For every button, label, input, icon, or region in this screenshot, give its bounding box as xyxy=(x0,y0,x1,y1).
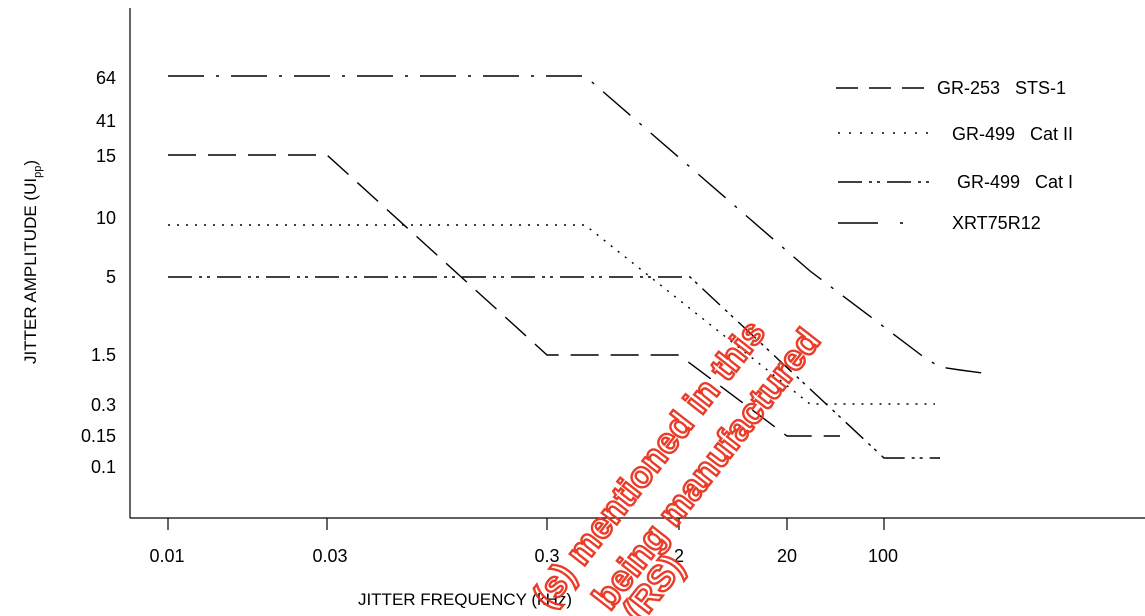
x-tick-label: 0.03 xyxy=(312,546,347,566)
y-axis-title-subscript: pp xyxy=(32,166,44,178)
watermark: (s) mentioned in this being manufactured… xyxy=(523,311,830,616)
x-tick-label: 0.3 xyxy=(534,546,559,566)
chart-legend: GR-253 STS-1 GR-499 Cat II GR-499 Cat I … xyxy=(836,78,1073,233)
y-tick-group: 64 41 15 10 5 1.5 0.3 0.15 0.1 xyxy=(81,68,116,477)
y-tick-label: 5 xyxy=(106,267,116,287)
chart-axes xyxy=(129,8,1145,519)
legend-label: GR-253 STS-1 xyxy=(937,78,1066,98)
series-line-gr499-cat2 xyxy=(168,224,935,405)
y-tick-label: 1.5 xyxy=(91,345,116,365)
legend-label: GR-499 Cat I xyxy=(957,172,1073,192)
legend-entry: GR-499 Cat II xyxy=(838,124,1073,144)
data-lines xyxy=(168,75,991,459)
y-tick-label: 64 xyxy=(96,68,116,88)
x-tick-group: 0.01 0.03 0.3 2 20 100 xyxy=(149,518,898,566)
y-axis-title-main: JITTER AMPLITUDE (UI xyxy=(21,178,40,364)
x-tick-label: 100 xyxy=(868,546,898,566)
y-tick-label: 10 xyxy=(96,208,116,228)
x-tick-label: 0.01 xyxy=(149,546,184,566)
legend-label: XRT75R12 xyxy=(952,213,1041,233)
legend-entry: GR-499 Cat I xyxy=(838,172,1073,192)
y-tick-label: 0.3 xyxy=(91,395,116,415)
y-tick-label: 0.15 xyxy=(81,426,116,446)
y-tick-label: 41 xyxy=(96,111,116,131)
x-tick-label: 20 xyxy=(777,546,797,566)
x-tick-label: 2 xyxy=(674,546,684,566)
series-line-gr253-sts1 xyxy=(168,154,840,437)
x-axis-title: JITTER FREQUENCY (kHz) xyxy=(358,590,572,609)
legend-entry: GR-253 STS-1 xyxy=(836,78,1066,98)
y-tick-label: 0.1 xyxy=(91,457,116,477)
legend-label: GR-499 Cat II xyxy=(952,124,1073,144)
series-line-gr499-cat1 xyxy=(168,276,940,459)
y-axis-title-close: ) xyxy=(21,160,40,166)
y-axis-title: JITTER AMPLITUDE (UIpp) xyxy=(21,160,44,364)
series-line-xrt75r12 xyxy=(168,75,991,375)
y-tick-label: 15 xyxy=(96,146,116,166)
legend-entry: XRT75R12 xyxy=(838,213,1041,233)
